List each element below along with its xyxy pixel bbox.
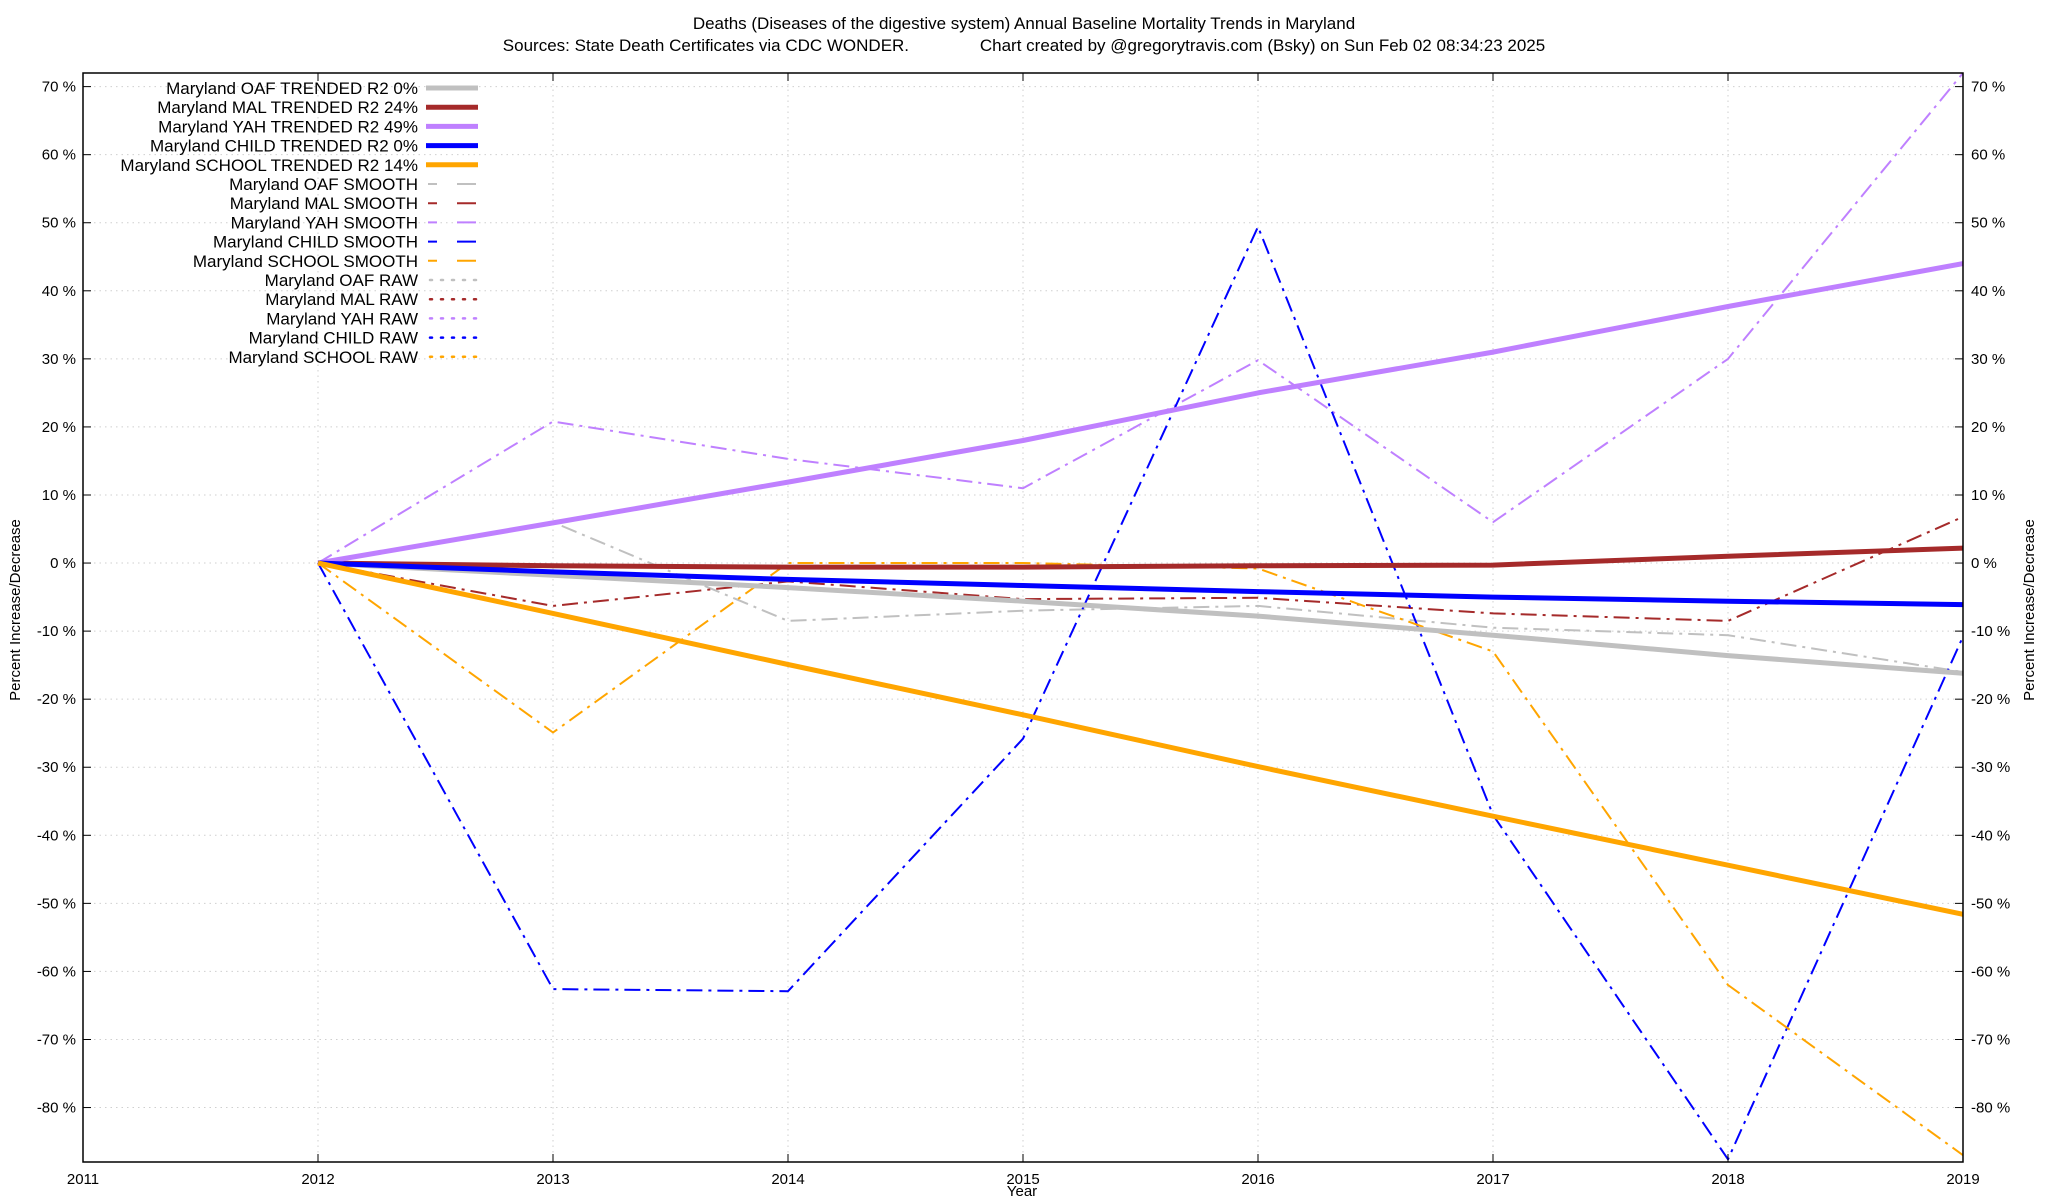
y2-tick-label: -20 % — [1971, 691, 2010, 708]
y2-tick-label: 10 % — [1971, 487, 2005, 504]
y-tick-label: -30 % — [37, 759, 76, 776]
series-line-8 — [317, 225, 1963, 1161]
y2-tick-label: 50 % — [1971, 215, 2005, 232]
series-line-4 — [317, 560, 1963, 917]
y-tick-label: 0 % — [50, 555, 76, 572]
legend-label: Maryland OAF SMOOTH — [229, 175, 418, 194]
y-tick-label: -80 % — [37, 1100, 76, 1117]
x-axis-title: Year — [1007, 1183, 1037, 1200]
series-line-7 — [317, 73, 1963, 564]
series-line-2 — [317, 261, 1963, 566]
x-tick-label: 2012 — [301, 1171, 334, 1188]
y-tick-label: 40 % — [42, 283, 76, 300]
y-tick-label: 50 % — [42, 215, 76, 232]
chart-title: Deaths (Diseases of the digestive system… — [693, 14, 1355, 33]
y2-tick-label: -80 % — [1971, 1100, 2010, 1117]
x-tick-label: 2018 — [1711, 1171, 1744, 1188]
y-tick-label: 30 % — [42, 351, 76, 368]
legend-label: Maryland OAF RAW — [265, 271, 418, 290]
legend-label: Maryland SCHOOL TRENDED R2 14% — [120, 156, 418, 175]
series-line-1 — [317, 545, 1963, 570]
x-tick-label: 2019 — [1946, 1171, 1979, 1188]
y-tick-label: 70 % — [42, 79, 76, 96]
x-tick-label: 2013 — [536, 1171, 569, 1188]
legend-label: Maryland YAH SMOOTH — [231, 213, 418, 232]
y-tick-label: -60 % — [37, 963, 76, 980]
x-tick-label: 2016 — [1241, 1171, 1274, 1188]
x-tick-label: 2017 — [1476, 1171, 1509, 1188]
legend-label: Maryland YAH TRENDED R2 49% — [158, 117, 418, 136]
y2-tick-label: -10 % — [1971, 623, 2010, 640]
legend-label: Maryland MAL TRENDED R2 24% — [157, 98, 418, 117]
x-tick-label: 2015 — [1006, 1171, 1039, 1188]
y2-tick-label: -70 % — [1971, 1031, 2010, 1048]
legend-label: Maryland SCHOOL SMOOTH — [193, 252, 418, 271]
legend-label: Maryland SCHOOL RAW — [228, 348, 418, 367]
y2-tick-label: 40 % — [1971, 283, 2005, 300]
y-axis-title: Percent Increase/Decrease — [7, 519, 24, 701]
x-tick-label: 2014 — [771, 1171, 804, 1188]
y2-tick-label: -50 % — [1971, 895, 2010, 912]
legend: Maryland OAF TRENDED R2 0%Maryland MAL T… — [120, 79, 480, 367]
y-tick-label: -70 % — [37, 1031, 76, 1048]
axis-ticks: 2011 2012 2013 2014 2015 2016 2017 2018 2019 70 %… — [37, 73, 2010, 1188]
y2-tick-label: -60 % — [1971, 963, 2010, 980]
legend-label: Maryland CHILD RAW — [249, 329, 418, 348]
y-tick-label: -40 % — [37, 827, 76, 844]
x-tick-label: 2011 — [67, 1171, 99, 1188]
legend-label: Maryland CHILD SMOOTH — [213, 233, 418, 252]
chart-subtitle: Sources: State Death Certificates via CD… — [503, 36, 1545, 55]
legend-label: Maryland CHILD TRENDED R2 0% — [150, 137, 418, 156]
y-tick-label: -20 % — [37, 691, 76, 708]
y2-tick-label: 0 % — [1971, 555, 1997, 572]
legend-label: Maryland YAH RAW — [266, 309, 418, 328]
y2-tick-label: 70 % — [1971, 79, 2005, 96]
legend-label: Maryland OAF TRENDED R2 0% — [166, 79, 418, 98]
y2-axis-title: Percent Increase/Decrease — [2021, 519, 2038, 701]
y-tick-label: 60 % — [42, 147, 76, 164]
y-tick-label: -10 % — [37, 623, 76, 640]
legend-label: Maryland MAL RAW — [265, 290, 418, 309]
y-tick-label: -50 % — [37, 895, 76, 912]
y2-tick-label: -30 % — [1971, 759, 2010, 776]
series-layer — [317, 73, 1963, 1161]
legend-label: Maryland MAL SMOOTH — [230, 194, 418, 213]
series-line-3 — [317, 560, 1963, 608]
y2-tick-label: 30 % — [1971, 351, 2005, 368]
y-tick-label: 10 % — [42, 487, 76, 504]
y2-tick-label: -40 % — [1971, 827, 2010, 844]
y2-tick-label: 60 % — [1971, 147, 2005, 164]
y2-tick-label: 20 % — [1971, 419, 2005, 436]
series-line-0 — [317, 560, 1963, 676]
y-tick-label: 20 % — [42, 419, 76, 436]
series-line-6 — [317, 515, 1963, 622]
